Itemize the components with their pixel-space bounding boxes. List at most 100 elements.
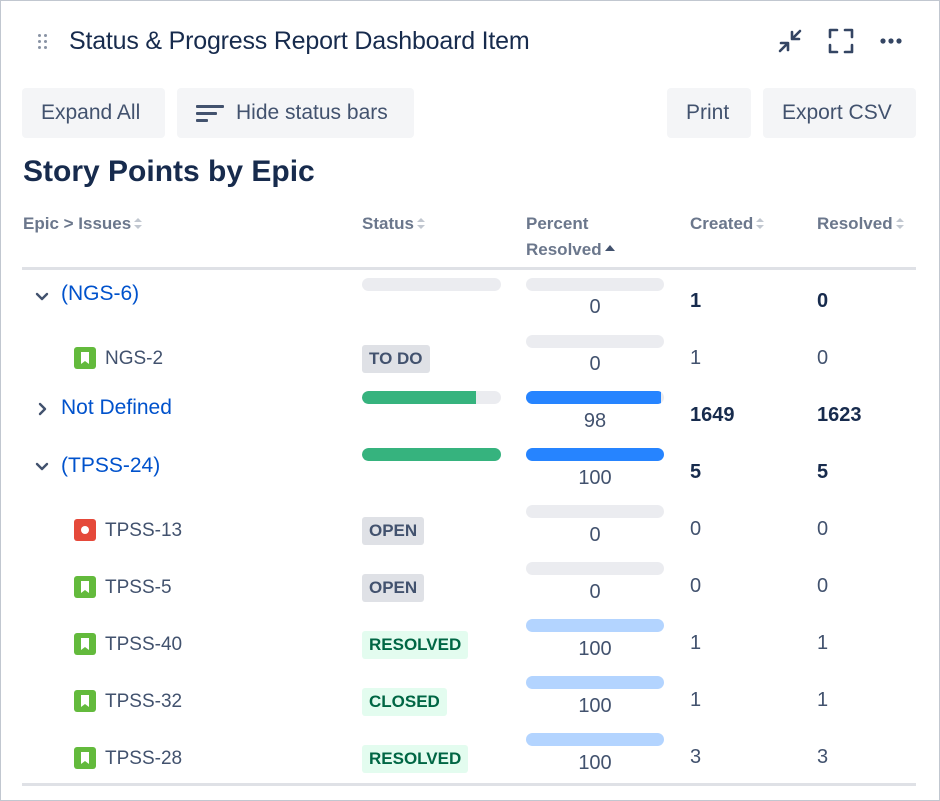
dashboard-item-header: Status & Progress Report Dashboard Item [1, 1, 939, 81]
percent-bar [526, 335, 664, 348]
column-header-status[interactable]: Status [362, 211, 425, 237]
chevron-down-icon[interactable] [35, 460, 49, 474]
percent-bar [526, 505, 664, 518]
status-bar [362, 391, 501, 404]
created-count: 1 [690, 689, 702, 711]
drag-handle-icon[interactable] [37, 33, 49, 49]
column-header-percent-resolved[interactable]: Percent Resolved [526, 211, 615, 263]
percent-value: 0 [589, 353, 601, 375]
resolved-count: 0 [817, 290, 829, 312]
percent-bar-fill [526, 676, 664, 689]
percent-value: 100 [578, 467, 612, 489]
column-header-resolved[interactable]: Resolved [817, 211, 904, 237]
epic-link[interactable]: (NGS-6) [61, 282, 140, 305]
footer-divider [22, 783, 916, 786]
resolved-count: 1 [817, 689, 829, 711]
status-lozenge: OPEN [362, 574, 425, 602]
table-row-issue: TPSS-13 OPEN 0 0 0 [1, 504, 939, 561]
table-row-epic: (TPSS-24) 100 5 5 [1, 447, 939, 504]
table-row-issue: TPSS-5 OPEN 0 0 0 [1, 561, 939, 618]
story-icon [74, 576, 96, 598]
percent-bar [526, 448, 664, 461]
sort-icon [134, 218, 143, 230]
header-divider [22, 267, 916, 270]
table-row-epic: (NGS-6) 0 1 0 [1, 276, 939, 333]
story-icon [74, 747, 96, 769]
issue-key-link[interactable]: TPSS-32 [105, 691, 183, 712]
more-icon[interactable] [875, 25, 907, 57]
status-bar [362, 448, 501, 461]
sort-icon [756, 218, 765, 230]
resolved-count: 3 [817, 746, 829, 768]
percent-value: 0 [589, 524, 601, 546]
percent-bar [526, 391, 664, 404]
chevron-right-icon[interactable] [35, 402, 49, 416]
resolved-count: 0 [817, 347, 829, 369]
issue-key-link[interactable]: TPSS-13 [105, 520, 183, 541]
print-button[interactable]: Print [667, 88, 751, 138]
issue-key-link[interactable]: TPSS-40 [105, 634, 183, 655]
percent-value: 98 [583, 410, 607, 432]
table-row-issue: TPSS-32 CLOSED 100 1 1 [1, 675, 939, 732]
sort-ascending-icon [604, 244, 615, 256]
resolved-count: 0 [817, 518, 829, 540]
percent-value: 100 [578, 695, 612, 717]
status-lozenge: TO DO [362, 345, 430, 373]
created-count: 1 [690, 347, 702, 369]
table-row-issue: TPSS-40 RESOLVED 100 1 1 [1, 618, 939, 675]
percent-bar-fill [526, 391, 662, 404]
column-header-created[interactable]: Created [690, 211, 765, 237]
story-icon [74, 690, 96, 712]
status-bar-fill [362, 448, 501, 461]
sort-icon [895, 218, 904, 230]
dashboard-item-title: Status & Progress Report Dashboard Item [69, 27, 530, 55]
status-bar [362, 278, 501, 291]
issue-key-link[interactable]: NGS-2 [105, 348, 164, 369]
percent-bar [526, 619, 664, 632]
export-csv-button[interactable]: Export CSV [763, 88, 916, 138]
created-count: 0 [690, 575, 702, 597]
status-lozenge: RESOLVED [362, 631, 469, 659]
percent-value: 100 [578, 638, 612, 660]
fullscreen-icon[interactable] [825, 25, 857, 57]
story-icon [74, 633, 96, 655]
issue-key-link[interactable]: TPSS-28 [105, 748, 183, 769]
epic-link[interactable]: Not Defined [61, 396, 172, 419]
expand-all-button[interactable]: Expand All [22, 88, 165, 138]
percent-bar [526, 562, 664, 575]
table-row-issue: TPSS-28 RESOLVED 100 3 3 [1, 732, 939, 789]
percent-value: 0 [589, 296, 601, 318]
status-bar-fill [362, 391, 476, 404]
resolved-count: 1623 [817, 404, 862, 426]
resolved-count: 5 [817, 461, 829, 483]
created-count: 5 [690, 461, 702, 483]
column-header-epic-issues[interactable]: Epic > Issues [23, 211, 143, 237]
section-title: Story Points by Epic [23, 155, 315, 188]
bug-icon [74, 519, 96, 541]
status-lozenge: CLOSED [362, 688, 447, 716]
percent-bar [526, 676, 664, 689]
percent-bar-fill [526, 733, 664, 746]
story-icon [74, 347, 96, 369]
table-row-epic: Not Defined 98 1649 1623 [1, 390, 939, 447]
percent-value: 100 [578, 752, 612, 774]
hide-status-bars-button[interactable]: Hide status bars [177, 88, 414, 138]
table-row-issue: NGS-2 TO DO 0 1 0 [1, 333, 939, 390]
created-count: 0 [690, 518, 702, 540]
resolved-count: 1 [817, 632, 829, 654]
status-lozenge: OPEN [362, 517, 425, 545]
epic-link[interactable]: (TPSS-24) [61, 454, 161, 477]
percent-bar-fill [526, 448, 664, 461]
created-count: 1649 [690, 404, 735, 426]
resolved-count: 0 [817, 575, 829, 597]
sort-icon [416, 218, 425, 230]
issue-key-link[interactable]: TPSS-5 [105, 577, 172, 598]
created-count: 1 [690, 632, 702, 654]
percent-bar [526, 278, 664, 291]
filter-lines-icon [196, 103, 224, 123]
chevron-down-icon[interactable] [35, 290, 49, 304]
created-count: 1 [690, 290, 702, 312]
percent-bar-fill [526, 619, 664, 632]
minimize-icon[interactable] [774, 25, 806, 57]
